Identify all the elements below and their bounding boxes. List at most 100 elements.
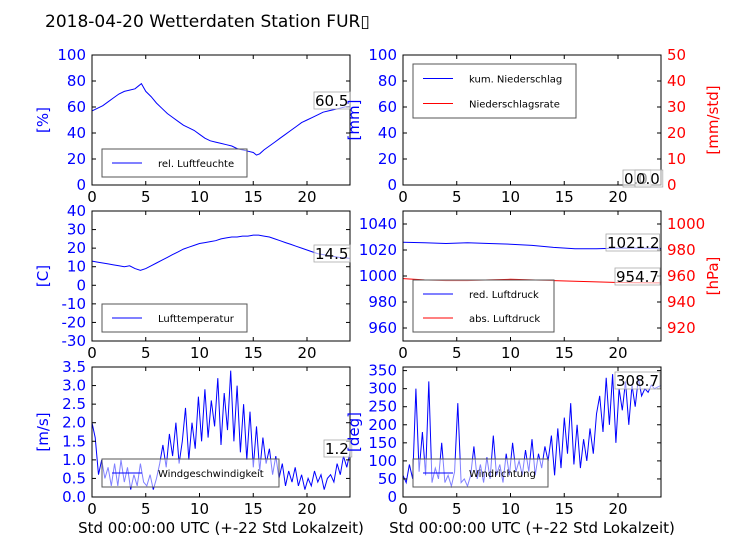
x-tick-label: 0 bbox=[398, 500, 408, 518]
x-tick-label: 5 bbox=[141, 188, 151, 206]
current-value-box bbox=[605, 233, 660, 252]
y-axis-label: [deg] bbox=[345, 412, 363, 452]
y-axis-label: [mm] bbox=[345, 100, 363, 141]
plot-frame-winddirection bbox=[402, 366, 662, 498]
series-line-temperature-0 bbox=[92, 234, 350, 271]
y2-tick-label: 980 bbox=[667, 241, 696, 259]
panel-temperature: 0 5 10 15 20-30-20-10010203040[C]Lufttempera… bbox=[34, 202, 351, 362]
y2-tick-label: 1000 bbox=[667, 215, 705, 233]
x-tick-label: 10 bbox=[501, 188, 520, 206]
x-tick-label: 0 bbox=[398, 344, 408, 362]
panel-precipitation: 0 5 10 15 20 0 20 40 60 80 100 0 10 20 30 40 50 [mm] [mm/s… bbox=[345, 46, 722, 206]
y2-tick-label: 30 bbox=[667, 98, 686, 116]
x-tick-label: 15 bbox=[244, 188, 263, 206]
panel-pressure: 0 5 10 15 20 960 980 1000 1020 1040 920 940 960 980 10… bbox=[359, 210, 722, 362]
legend-label: Windgeschwindigkeit bbox=[158, 469, 264, 480]
current-value-box bbox=[614, 267, 661, 286]
y2-axis-label: [mm/std] bbox=[704, 85, 722, 154]
legend-box bbox=[412, 279, 555, 333]
y-tick-label: 1020 bbox=[359, 241, 397, 259]
current-value-label: 1.2 bbox=[325, 440, 349, 458]
y-tick-label: 50 bbox=[378, 470, 397, 488]
x-tick-label: 10 bbox=[190, 344, 209, 362]
series-line-humidity-0 bbox=[92, 82, 350, 156]
legend-box bbox=[412, 63, 577, 119]
y-tick-label: 80 bbox=[378, 72, 397, 90]
y-tick-label: 250 bbox=[368, 398, 397, 416]
current-value-box bbox=[614, 371, 661, 390]
y-tick-label: 10 bbox=[67, 258, 86, 276]
plot-frame-precipitation bbox=[402, 54, 662, 186]
legend-label: Windrichtung bbox=[469, 469, 536, 480]
y-tick-label: 350 bbox=[368, 362, 397, 380]
x-tick-label: 15 bbox=[244, 500, 263, 518]
current-value-label: 0.0 bbox=[636, 170, 660, 188]
legend-label: kum. Niederschlag bbox=[469, 75, 562, 86]
current-value-label: 1021.2 bbox=[607, 234, 660, 252]
x-tick-label: 10 bbox=[501, 500, 520, 518]
y-tick-label: -30 bbox=[62, 332, 87, 350]
x-tick-label: 10 bbox=[190, 500, 209, 518]
y-tick-label: 0.5 bbox=[62, 469, 86, 487]
chart-title: 2018-04-20 Wetterdaten Station FUR▯ bbox=[45, 12, 370, 32]
current-value-box bbox=[313, 244, 351, 263]
panel-humidity: 0 5 10 15 20 0 20 40 60 80 100 [%] rel. Luftfeuchte 6… bbox=[34, 46, 351, 206]
y-tick-label: 1.5 bbox=[62, 432, 86, 450]
y-tick-label: 3.0 bbox=[62, 377, 86, 395]
x-axis-label: Std 00:00:00 UTC (+-22 Std Lokalzeit) bbox=[78, 519, 364, 537]
y-tick-label: 200 bbox=[368, 416, 397, 434]
current-value-label: 308.7 bbox=[616, 372, 659, 390]
y2-tick-label: 960 bbox=[667, 267, 696, 285]
y-axis-label: [C] bbox=[34, 265, 52, 287]
legend-label: red. Luftdruck bbox=[469, 290, 539, 301]
y-tick-label: 0 bbox=[76, 176, 86, 194]
y-axis-label: [m/s] bbox=[34, 412, 52, 451]
y-tick-label: 1.0 bbox=[62, 451, 86, 469]
plot-frame-humidity bbox=[91, 54, 351, 186]
y-tick-label: -10 bbox=[62, 295, 87, 313]
y-tick-label: 40 bbox=[67, 124, 86, 142]
y-axis-label: [%] bbox=[34, 107, 52, 133]
x-tick-label: 0 bbox=[87, 188, 97, 206]
y2-tick-label: 0 bbox=[667, 176, 677, 194]
y-tick-label: 2.5 bbox=[62, 395, 86, 413]
legend-label: Lufttemperatur bbox=[158, 314, 235, 325]
current-value-label: 60.5 bbox=[315, 92, 348, 110]
y-tick-label: 0 bbox=[387, 488, 397, 506]
x-tick-label: 5 bbox=[141, 344, 151, 362]
y2-tick-label: 20 bbox=[667, 124, 686, 142]
y-tick-label: 80 bbox=[67, 72, 86, 90]
y-tick-label: -20 bbox=[62, 313, 87, 331]
x-tick-label: 10 bbox=[190, 188, 209, 206]
legend-label: rel. Luftfeuchte bbox=[158, 159, 234, 170]
x-tick-label: 5 bbox=[141, 500, 151, 518]
y2-tick-label: 50 bbox=[667, 46, 686, 64]
y-tick-label: 2.0 bbox=[62, 414, 86, 432]
y-tick-label: 980 bbox=[368, 293, 397, 311]
y-tick-label: 0.0 bbox=[62, 488, 86, 506]
y-tick-label: 60 bbox=[378, 98, 397, 116]
y-tick-label: 30 bbox=[67, 221, 86, 239]
x-tick-label: 20 bbox=[297, 188, 316, 206]
current-value-label: 954.7 bbox=[616, 268, 659, 286]
x-axis-label: Std 00:00:00 UTC (+-22 Std Lokalzeit) bbox=[389, 519, 675, 537]
y-tick-label: 100 bbox=[57, 46, 86, 64]
x-tick-label: 20 bbox=[608, 500, 627, 518]
y-tick-label: 60 bbox=[67, 98, 86, 116]
y-tick-label: 40 bbox=[378, 124, 397, 142]
x-tick-label: 20 bbox=[608, 344, 627, 362]
y-tick-label: 0 bbox=[387, 176, 397, 194]
x-tick-label: 15 bbox=[555, 344, 574, 362]
y-tick-label: 40 bbox=[67, 202, 86, 220]
y-tick-label: 100 bbox=[368, 46, 397, 64]
legend-label: Niederschlagsrate bbox=[469, 100, 560, 111]
y-tick-label: 0 bbox=[76, 276, 86, 294]
x-tick-label: 5 bbox=[452, 344, 462, 362]
y-tick-label: 150 bbox=[368, 434, 397, 452]
current-value-box bbox=[323, 439, 353, 458]
legend-label: abs. Luftdruck bbox=[469, 314, 540, 325]
y2-tick-label: 940 bbox=[667, 293, 696, 311]
y-tick-label: 20 bbox=[67, 239, 86, 257]
